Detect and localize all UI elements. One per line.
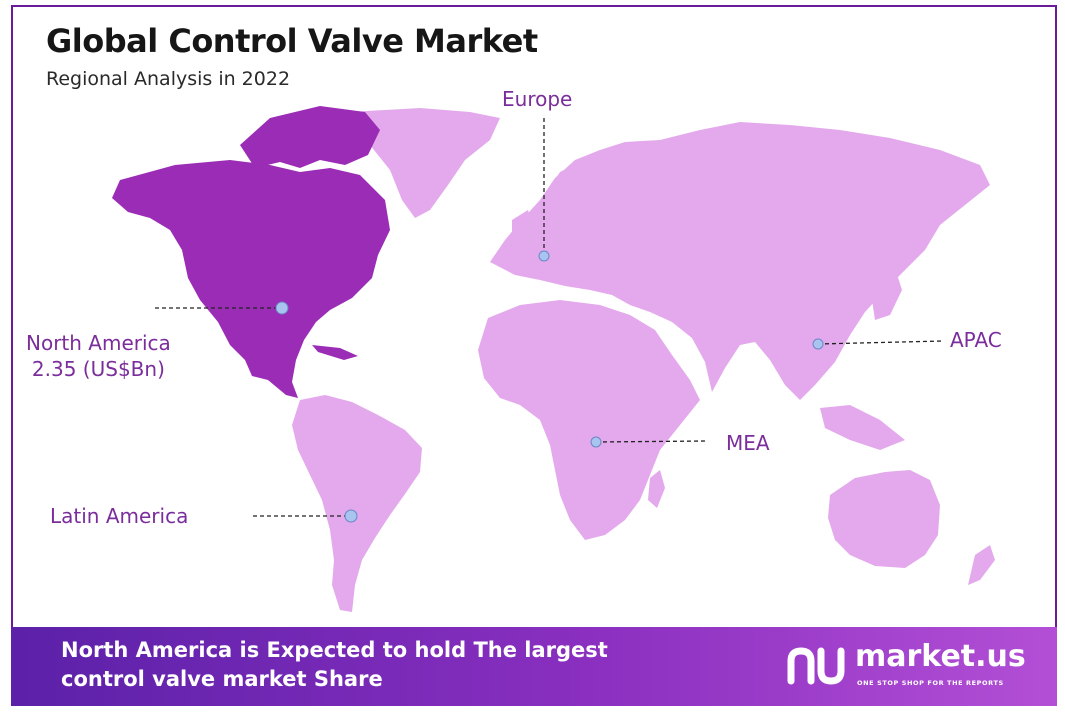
north-america-marker xyxy=(275,301,289,315)
greenland-shape xyxy=(350,108,500,218)
apac-label: APAC xyxy=(950,328,1002,352)
north-america-label: North America 2.35 (US$Bn) xyxy=(26,330,171,382)
brand-logo: market.us ONE STOP SHOP FOR THE REPORTS xyxy=(787,639,1047,697)
north-america-name: North America xyxy=(26,331,171,355)
north-america-value: 2.35 (US$Bn) xyxy=(31,357,165,381)
footer-line-2: control valve market Share xyxy=(61,667,383,691)
page-subtitle: Regional Analysis in 2022 xyxy=(46,68,291,90)
europe-marker xyxy=(538,250,550,262)
australia-shape xyxy=(828,470,940,568)
page-title: Global Control Valve Market xyxy=(46,22,538,60)
arctic-islands-shape xyxy=(240,106,380,168)
footer-line-1: North America is Expected to hold The la… xyxy=(61,638,608,662)
southeast-asia-islands-shape xyxy=(820,405,905,450)
caribbean-shape xyxy=(312,345,358,360)
apac-marker xyxy=(812,338,824,350)
new-zealand-shape xyxy=(968,545,995,585)
british-isles-shape xyxy=(512,210,535,248)
latin-america-marker xyxy=(344,509,358,523)
madagascar-shape xyxy=(648,470,665,508)
brand-tagline: ONE STOP SHOP FOR THE REPORTS xyxy=(857,679,1004,687)
africa-shape xyxy=(478,300,700,540)
north-america-shape xyxy=(112,160,390,398)
south-america-shape xyxy=(292,395,422,612)
scandinavia-shape xyxy=(545,160,605,225)
mea-leader-line xyxy=(595,440,707,443)
europe-label: Europe xyxy=(502,87,573,111)
footer-message: North America is Expected to hold The la… xyxy=(61,636,608,694)
market-us-logo-icon xyxy=(787,647,845,685)
mea-label: MEA xyxy=(726,431,770,455)
japan-shape xyxy=(872,268,902,320)
eurasia-shape xyxy=(490,122,990,400)
brand-name: market.us xyxy=(855,639,1026,674)
footer-banner: North America is Expected to hold The la… xyxy=(11,627,1057,706)
latin-america-label: Latin America xyxy=(50,504,189,528)
mea-marker xyxy=(590,436,602,448)
